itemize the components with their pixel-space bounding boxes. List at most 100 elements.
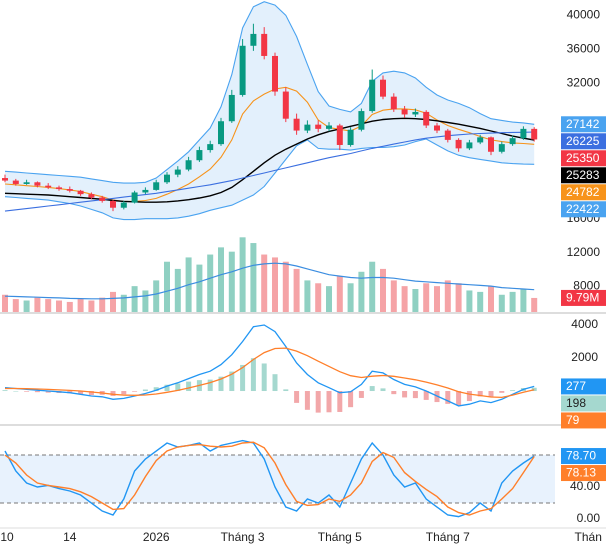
histogram-bar [326, 391, 332, 413]
volume-bar [466, 290, 473, 312]
histogram-bar [380, 388, 386, 392]
volume-bar [250, 243, 257, 312]
volume-bar [164, 261, 170, 312]
volume-bar [196, 264, 203, 312]
volume-bar [455, 283, 462, 312]
candle-body [228, 94, 235, 122]
volume-bar [304, 280, 311, 312]
histogram-bar [229, 371, 235, 392]
price-label-box [561, 167, 606, 184]
price-label-box [561, 289, 606, 306]
volume-bar [531, 297, 538, 312]
candle-body [304, 124, 311, 131]
candle-body [520, 128, 527, 139]
volume-bar [401, 286, 408, 312]
histogram-bar [499, 391, 505, 393]
histogram-bar [45, 391, 51, 393]
candle-body [498, 144, 505, 152]
volume-bar [358, 271, 365, 312]
candle-body [218, 121, 224, 145]
histogram-bar [477, 391, 483, 397]
y-tick-label: 2000 [571, 350, 598, 364]
candle-body [164, 174, 170, 183]
volume-bar [498, 294, 505, 312]
volume-bar [66, 301, 73, 312]
histogram-bar [261, 363, 267, 392]
histogram-bar [337, 391, 343, 412]
indicator-line [4, 117, 535, 203]
candle-body [326, 125, 332, 129]
price-label-box [561, 465, 606, 482]
volume-bar [412, 289, 419, 312]
histogram-bar [110, 391, 116, 396]
candle-body [293, 118, 300, 131]
volume-bar [77, 299, 84, 312]
candle-body [455, 139, 462, 149]
candle-body [272, 55, 278, 92]
volume-bar [272, 257, 278, 312]
candle-body [336, 125, 343, 145]
volume-bar [110, 291, 116, 312]
candle-body [509, 138, 516, 145]
volume-bar [228, 251, 235, 312]
candle-body [444, 130, 451, 140]
volume-bar [2, 294, 8, 312]
histogram-bar [358, 391, 364, 398]
histogram-bar [34, 391, 40, 393]
volume-bar [174, 268, 181, 312]
volume-bar [293, 268, 300, 312]
y-tick-label: 32000 [567, 75, 601, 89]
candle-body [88, 194, 95, 198]
histogram-bar [283, 389, 289, 392]
volume-ma-line [4, 262, 535, 300]
volume-bar [390, 280, 397, 312]
histogram-bar [445, 391, 451, 404]
candle-body [110, 200, 116, 208]
histogram-bar [132, 391, 138, 392]
volume-bar [434, 286, 440, 312]
histogram-bar [348, 391, 354, 408]
candle-body [2, 178, 8, 181]
histogram-bar [24, 391, 30, 392]
volume-bar [488, 286, 494, 312]
volume-bar [131, 286, 138, 312]
y-tick-label: 4000 [571, 317, 598, 331]
price-label: 24782 [566, 185, 600, 199]
candle-body [34, 182, 41, 186]
price-label: 22422 [566, 202, 600, 216]
histogram-bar [402, 391, 408, 398]
histogram-bar [456, 391, 462, 406]
price-label-box [561, 395, 606, 412]
candle-body [207, 144, 214, 151]
macd-line [4, 324, 535, 407]
histogram-bar [272, 374, 278, 392]
stoch-line [4, 441, 535, 516]
volume-bar [315, 283, 322, 312]
price-label-box [561, 412, 606, 429]
histogram-bar [304, 391, 310, 410]
volume-bar [444, 280, 451, 312]
volume-bar [153, 280, 160, 312]
candle-body [282, 91, 289, 119]
histogram-bar [466, 391, 472, 402]
candle-body [315, 124, 322, 129]
volume-bar [520, 289, 527, 312]
price-label-box [561, 184, 606, 201]
candle-body [77, 190, 84, 195]
candle-body [153, 182, 160, 190]
candle-body [412, 111, 419, 115]
candle-body [45, 185, 52, 188]
macd-line [5, 347, 535, 399]
candle-body [56, 187, 62, 190]
volume-bar [34, 297, 41, 312]
x-tick-label: Tháng 7 [426, 530, 470, 544]
band-fill [5, 1, 535, 220]
histogram-bar [153, 387, 159, 392]
histogram-bar [218, 376, 224, 392]
volume-bar [239, 237, 246, 312]
candle-body [477, 137, 484, 143]
x-tick-label: 2026 [143, 530, 170, 544]
price-label: 9.79M [566, 291, 599, 305]
histogram-bar [2, 390, 8, 392]
